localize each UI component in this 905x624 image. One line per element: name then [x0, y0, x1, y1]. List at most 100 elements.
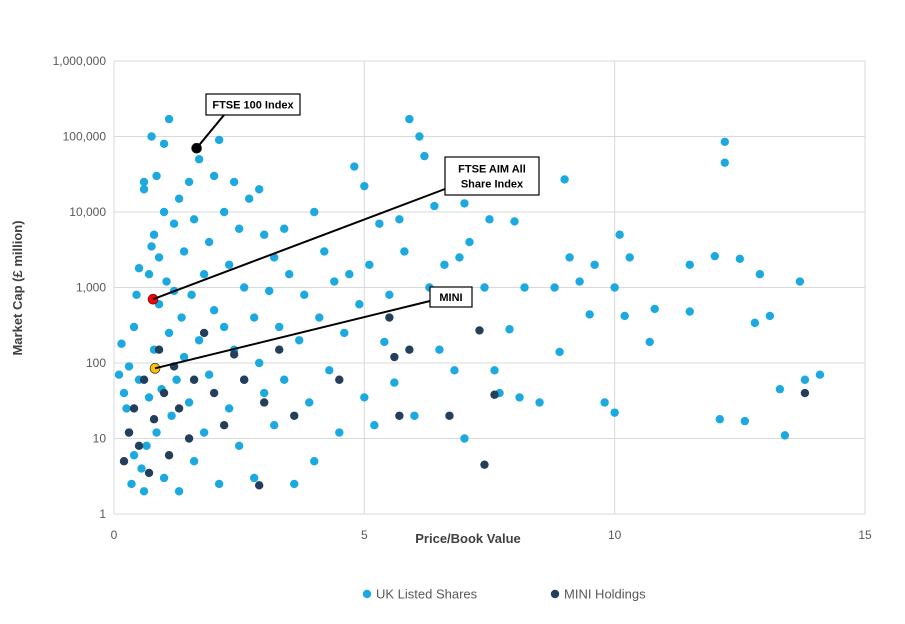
uk-listed-shares-point [114, 370, 124, 379]
uk-listed-shares-point [139, 185, 149, 194]
uk-listed-shares-point [685, 307, 694, 316]
uk-listed-shares-point [315, 313, 324, 322]
callout-box [205, 93, 301, 116]
uk-listed-shares-point [465, 237, 474, 247]
uk-listed-shares-point [270, 253, 279, 262]
mini-holdings-point [395, 411, 404, 420]
uk-listed-shares-point [179, 352, 189, 362]
uk-listed-shares-point [164, 328, 174, 338]
y-tick-label: 100 [86, 356, 106, 370]
uk-listed-shares-point [645, 337, 654, 347]
uk-listed-shares-point [395, 215, 404, 224]
mini-holdings-point [254, 481, 264, 490]
mini-holdings-point [275, 345, 284, 354]
uk-listed-shares-point [189, 215, 199, 224]
callouts: FTSE 100 Index FTSE AIM All Share Index MIN… [152, 93, 540, 370]
uk-listed-shares-point [360, 393, 369, 402]
uk-listed-shares-point [249, 473, 259, 483]
uk-listed-shares-point [320, 247, 329, 256]
uk-listed-shares-point [795, 277, 805, 286]
uk-listed-shares-point [355, 300, 364, 309]
uk-listed-shares-point [325, 366, 334, 375]
uk-listed-shares-point [340, 328, 349, 338]
uk-listed-shares-point [765, 311, 775, 321]
uk-listed-shares-point [565, 253, 574, 262]
uk-listed-shares-point [490, 366, 499, 375]
uk-listed-shares-point [515, 393, 524, 402]
mini-holdings-point [445, 411, 454, 420]
uk-listed-shares-point [350, 162, 359, 171]
uk-listed-shares-point [460, 434, 469, 443]
mini-holdings-point [119, 457, 129, 466]
uk-listed-shares-point [610, 283, 619, 292]
uk-listed-shares-point [775, 384, 785, 394]
uk-listed-shares-point [129, 322, 139, 332]
uk-listed-shares-point [505, 325, 514, 334]
uk-listed-shares-point [154, 253, 164, 262]
uk-listed-shares-point [310, 207, 319, 217]
uk-listed-shares-point [330, 277, 339, 286]
uk-listed-shares-point [174, 194, 184, 203]
uk-listed-shares-point [179, 247, 189, 256]
uk-listed-shares-point [139, 487, 149, 496]
uk-listed-shares-point [450, 366, 459, 375]
uk-listed-shares-point [535, 398, 544, 407]
uk-listed-shares-point [139, 177, 149, 187]
uk-listed-shares-point [815, 370, 825, 379]
uk-listed-shares-point [199, 270, 209, 279]
uk-listed-shares-point [152, 428, 161, 437]
mini-holdings-point [174, 404, 184, 413]
uk-listed-shares-point [132, 290, 141, 300]
uk-listed-shares-point [124, 362, 134, 371]
uk-listed-shares-point [260, 230, 269, 239]
mini-holdings-point [239, 375, 249, 384]
mini-holdings-point [129, 404, 139, 413]
gridlines [113, 60, 866, 515]
uk-listed-shares-point [144, 393, 154, 402]
uk-listed-shares-point [142, 441, 151, 451]
mini-holdings-point [229, 350, 239, 359]
uk-listed-shares-point [755, 270, 765, 279]
mini-holdings-point [124, 428, 134, 437]
y-tick-label: 10 [93, 432, 107, 446]
legend-marker [550, 589, 560, 599]
mini-holdings-point [290, 411, 299, 420]
uk-listed-shares-point [305, 398, 314, 407]
uk-listed-shares-point [224, 260, 234, 269]
uk-listed-shares-point [735, 254, 745, 263]
uk-listed-shares-point [234, 441, 244, 451]
mini-holdings-point [199, 328, 209, 338]
uk-listed-shares-point [715, 415, 725, 424]
uk-listed-shares-point [335, 428, 344, 437]
y-tick-label: 10,000 [69, 205, 106, 219]
y-tick-label: 1,000,000 [53, 54, 107, 68]
callout-label: FTSE AIM All [458, 164, 526, 176]
uk-listed-shares-point [575, 277, 584, 286]
uk-listed-shares-point [219, 207, 229, 217]
uk-listed-shares-point [555, 347, 564, 357]
uk-listed-shares-point [172, 375, 181, 384]
data-points [114, 114, 825, 496]
uk-listed-shares-point [260, 388, 269, 398]
mini-holdings-point [139, 375, 149, 384]
uk-listed-shares-point [122, 404, 131, 413]
uk-listed-shares-point [229, 177, 239, 187]
uk-listed-shares-point [219, 322, 229, 332]
uk-listed-shares-point [239, 283, 249, 292]
uk-listed-shares-point [520, 283, 529, 292]
uk-listed-shares-point [710, 251, 719, 261]
uk-listed-shares-point [285, 270, 294, 279]
uk-listed-shares-point [405, 114, 414, 124]
uk-listed-shares-point [720, 158, 730, 167]
uk-listed-shares-point [345, 270, 354, 279]
uk-listed-shares-point [360, 181, 369, 191]
uk-listed-shares-point [127, 479, 136, 489]
uk-listed-shares-point [290, 479, 299, 489]
mini-holdings-point [154, 345, 164, 354]
callout-box [444, 156, 540, 196]
x-axis-title: Price/Book Value [415, 531, 521, 546]
callout-box [429, 286, 473, 308]
uk-listed-shares-point [270, 421, 279, 430]
callout-label: Share Index [461, 179, 524, 191]
uk-listed-shares-point [440, 260, 449, 269]
